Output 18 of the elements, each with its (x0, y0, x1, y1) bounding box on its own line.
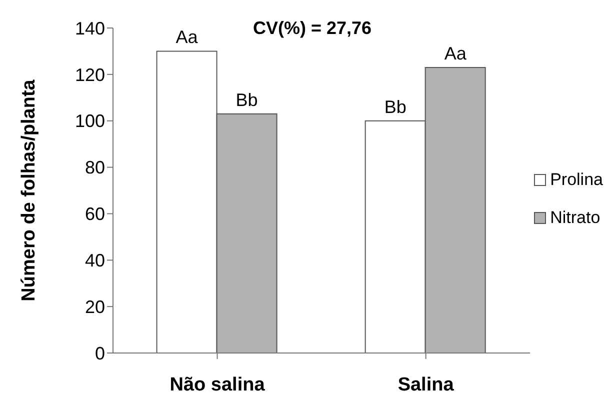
data-label: Bb (384, 96, 406, 117)
y-tick-label: 100 (74, 111, 105, 132)
legend-label: Prolina (550, 170, 603, 190)
data-label: Bb (236, 90, 258, 110)
y-tick-label: 80 (84, 158, 105, 178)
data-label: Aa (444, 43, 468, 64)
y-tick-label: 140 (74, 18, 105, 38)
x-tick-label: Não salina (170, 374, 266, 396)
y-axis-title: Número de folhas/planta (18, 79, 40, 302)
annotation: CV(%) = 27,76 (253, 18, 372, 39)
data-label: Aa (176, 27, 199, 48)
y-tick-label: 120 (74, 64, 105, 85)
y-tick-label: 40 (84, 250, 105, 271)
legend-label: Nitrato (550, 208, 600, 228)
y-tick-label: 20 (84, 296, 105, 317)
y-tick-label: 0 (94, 343, 105, 364)
y-tick-label: 60 (84, 204, 105, 224)
x-tick-label: Salina (398, 374, 454, 396)
